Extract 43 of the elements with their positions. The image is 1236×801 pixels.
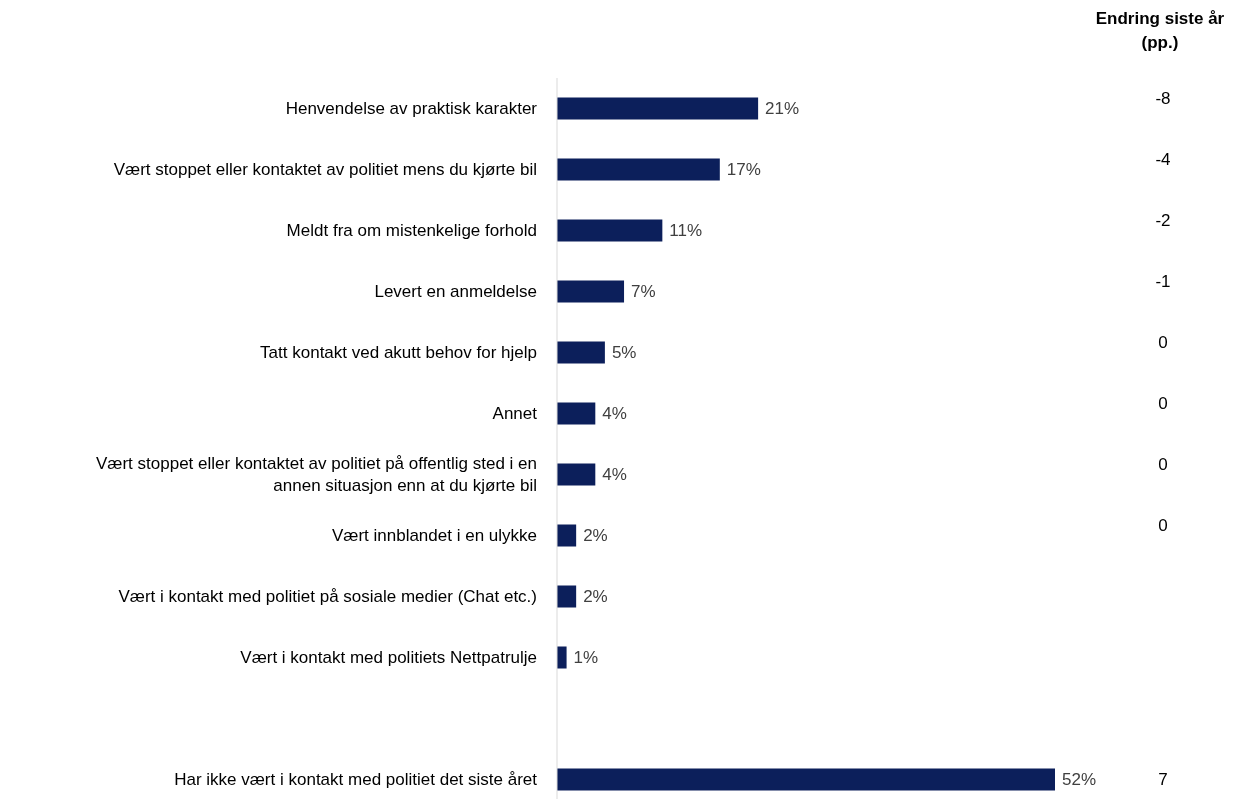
text: 0 [1158, 394, 1168, 414]
data-label: 1% [573, 648, 599, 668]
text: 0 [1158, 455, 1168, 475]
data-label: 11% [669, 221, 703, 241]
bar [557, 280, 625, 303]
data-label: 4% [602, 465, 627, 485]
data-label: 2% [583, 587, 608, 607]
data-label: 21% [765, 99, 800, 119]
bar [557, 768, 1055, 791]
data-label: 52% [1062, 770, 1097, 790]
y-tick-label: Henvendelse av praktisk karakter [285, 99, 538, 119]
bar [557, 463, 596, 486]
text: 7 [1158, 770, 1168, 790]
text: -4 [1155, 150, 1171, 170]
data-label: 17% [726, 160, 761, 180]
y-tick-label: Levert en anmeldelse [374, 282, 537, 302]
bar [557, 402, 596, 425]
data-label: 5% [611, 343, 637, 363]
text: -1 [1155, 272, 1171, 292]
bar [557, 341, 605, 364]
text: 0 [1158, 516, 1168, 536]
data-label: 2% [583, 526, 608, 546]
y-tick-label: Vært i kontakt med politiet på sosiale medier (Chat etc.) [118, 587, 537, 607]
y-tick-label: Vært i kontakt med politiets Nettpatrulje [240, 648, 537, 668]
data-label: 4% [602, 404, 627, 424]
text: -2 [1155, 211, 1171, 231]
text: -8 [1155, 89, 1171, 109]
bar [557, 646, 567, 669]
bar [557, 219, 663, 242]
text: Endring siste år (pp.) [1095, 9, 1225, 52]
y-tick-label: Vært innblandet i en ulykke [331, 526, 537, 546]
y-tick-label: Tatt kontakt ved akutt behov for hjelp [260, 343, 537, 363]
data-label: 7% [631, 282, 656, 302]
y-tick-label: Meldt fra om mistenkelige forhold [286, 221, 537, 241]
y-tick-label: Har ikke vært i kontakt med politiet det siste året [174, 770, 538, 790]
bar [557, 97, 759, 120]
y-tick-label: Vært stoppet eller kontaktet av politiet mens du kjørte bil [113, 160, 537, 180]
y-tick-label: Annet [492, 404, 538, 424]
bar [557, 524, 577, 547]
bar [557, 158, 720, 181]
bar [557, 585, 577, 608]
y-tick-label: Vært stoppet eller kontaktet av politiet på offentlig sted i en annen situasjon enn at du kjørte bil [95, 454, 537, 496]
text: 0 [1158, 333, 1168, 353]
